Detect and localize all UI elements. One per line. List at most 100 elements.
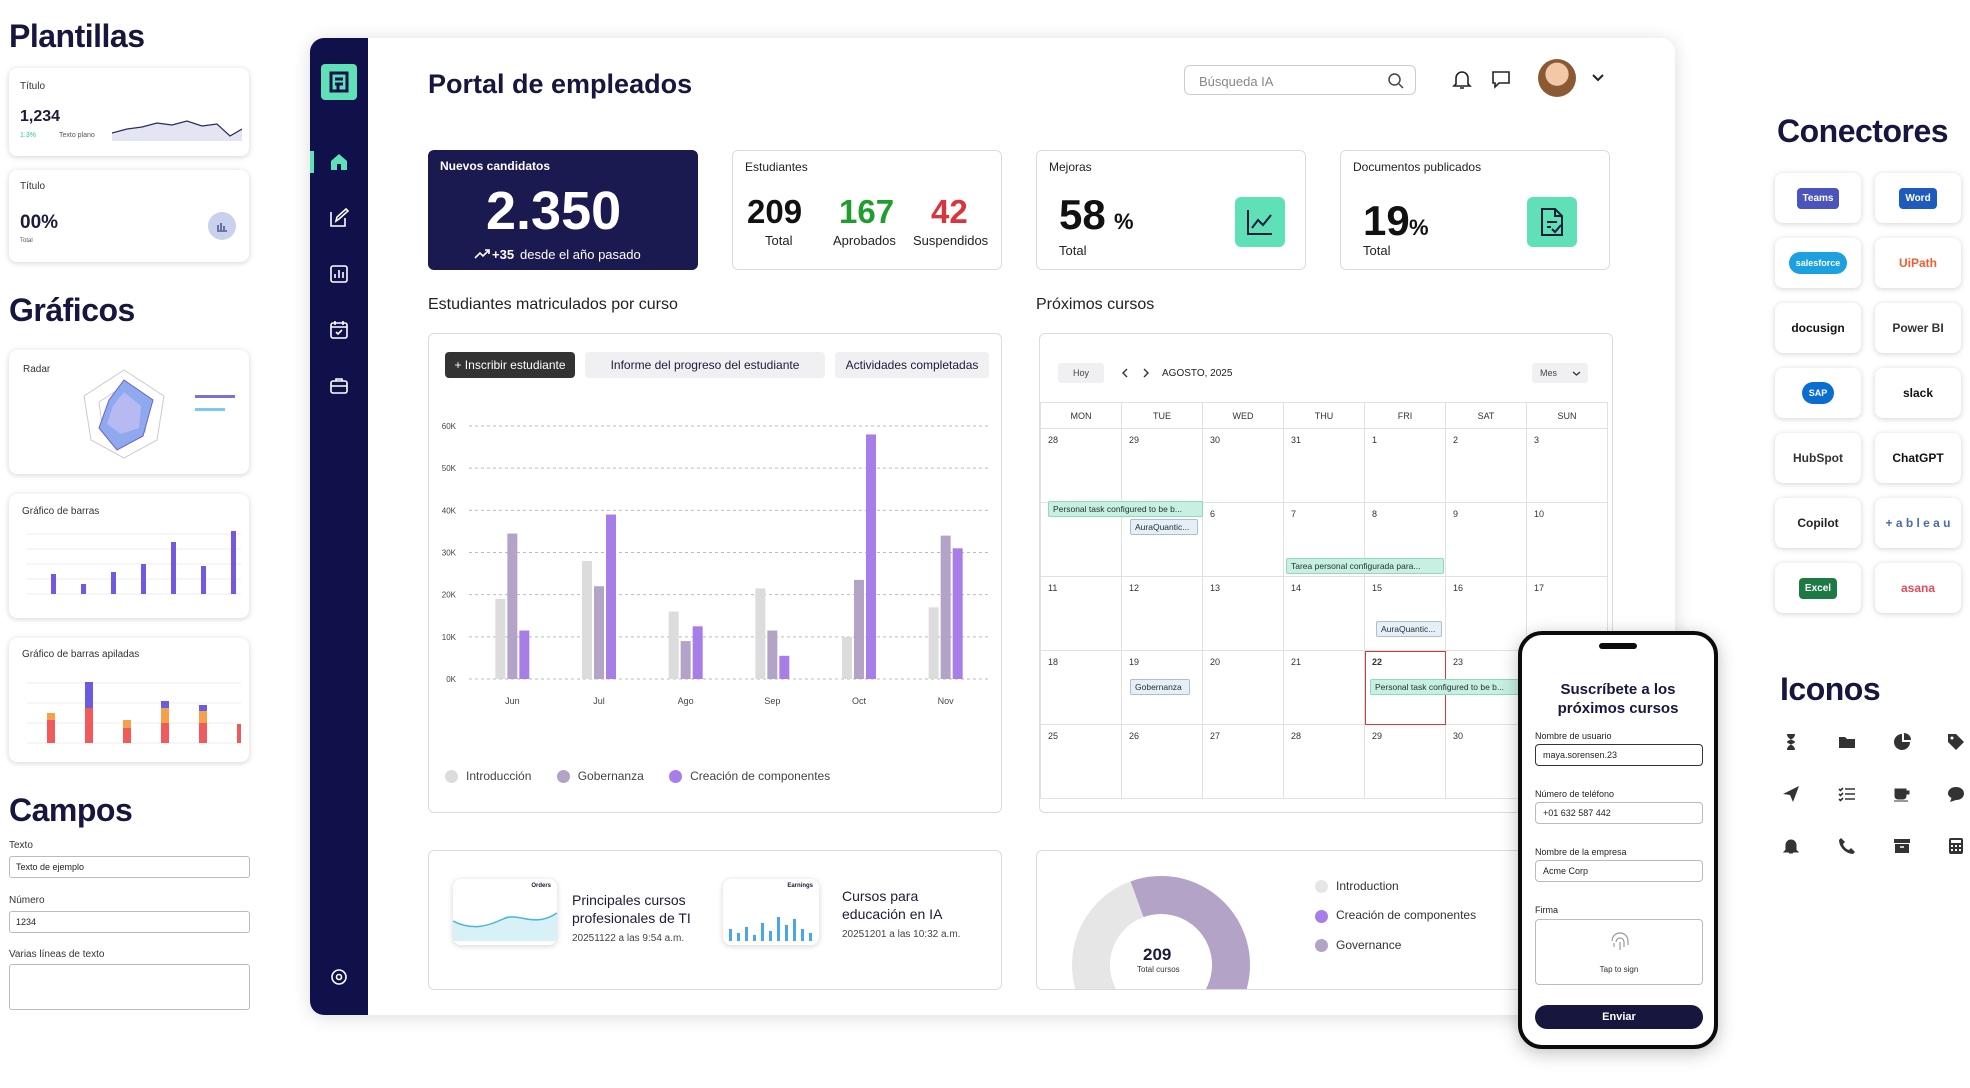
connector-chatgpt[interactable]: ChatGPT [1875, 433, 1961, 483]
edit-icon[interactable] [327, 206, 351, 230]
enroll-student-button[interactable]: + Inscribir estudiante [445, 352, 575, 378]
bar-jul-0[interactable] [582, 560, 592, 679]
connector-word[interactable]: Word [1875, 173, 1961, 223]
day-cell[interactable]: 1 [1364, 428, 1446, 503]
bar-nov-2[interactable] [952, 548, 963, 679]
bar-sep-0[interactable] [755, 588, 766, 679]
day-cell[interactable]: 18 [1040, 650, 1122, 725]
course-thumb-earnings[interactable]: Earnings [723, 879, 819, 945]
day-cell[interactable]: 28 [1283, 724, 1365, 799]
day-cell[interactable]: 6 [1202, 502, 1284, 577]
tab-completed-activities[interactable]: Actividades completadas [835, 352, 989, 378]
day-cell[interactable]: 15 [1364, 576, 1446, 651]
day-cell[interactable]: 2 [1445, 428, 1527, 503]
company-field[interactable]: Acme Corp [1535, 860, 1703, 882]
day-cell[interactable]: 26 [1121, 724, 1203, 799]
chevron-down-icon[interactable] [1590, 70, 1606, 86]
bar-oct-1[interactable] [854, 579, 864, 679]
chevron-right-icon[interactable] [1141, 368, 1151, 378]
course-title[interactable]: Principales cursos profesionales de TI [572, 892, 691, 926]
day-cell[interactable]: 29 [1121, 428, 1203, 503]
bar-jul-1[interactable] [594, 586, 604, 679]
chevron-left-icon[interactable] [1120, 368, 1130, 378]
connector-slack[interactable]: slack [1875, 368, 1961, 418]
course-title[interactable]: Cursos para educación en IA [842, 888, 943, 922]
bar-ago-1[interactable] [680, 641, 691, 679]
today-button[interactable]: Hoy [1058, 363, 1104, 383]
day-cell[interactable]: 16 [1445, 576, 1527, 651]
bar-sep-2[interactable] [779, 655, 790, 679]
connector-uipath[interactable]: UiPath [1875, 238, 1961, 288]
day-cell[interactable]: 11 [1040, 576, 1122, 651]
bar-chart-card[interactable]: Gráfico de barras [9, 494, 249, 618]
day-cell[interactable]: 9 [1445, 502, 1527, 577]
day-cell[interactable]: 27 [1202, 724, 1284, 799]
day-cell[interactable]: 12 [1121, 576, 1203, 651]
bar-oct-2[interactable] [866, 434, 876, 679]
view-select[interactable]: Mes [1532, 363, 1588, 383]
template-card-1[interactable]: Título 1,234 1.3% Texto plano [9, 68, 249, 156]
bar-nov-1[interactable] [940, 535, 951, 679]
notification-bell-icon[interactable] [1450, 67, 1474, 91]
bar-jun-0[interactable] [495, 598, 506, 679]
calendar-event[interactable]: Gobernanza [1130, 679, 1190, 695]
settings-icon[interactable] [327, 965, 351, 989]
bar-jul-2[interactable] [606, 514, 616, 679]
bar-jun-1[interactable] [507, 533, 518, 679]
day-cell[interactable]: 31 [1283, 428, 1365, 503]
course-thumb-orders[interactable]: Orders [453, 879, 557, 945]
connector-excel[interactable]: Excel [1775, 563, 1861, 613]
connector-teams[interactable]: Teams [1775, 173, 1861, 223]
day-cell[interactable]: 30 [1202, 428, 1284, 503]
day-cell[interactable]: 3 [1526, 428, 1608, 503]
stacked-bar-chart-card[interactable]: Gráfico de barras apiladas [9, 638, 249, 762]
report-icon[interactable] [327, 262, 351, 286]
day-cell[interactable]: 30 [1445, 724, 1527, 799]
connector-power-bi[interactable]: Power BI [1875, 303, 1961, 353]
bar-ago-2[interactable] [692, 626, 703, 679]
phone-number-field[interactable]: +01 632 587 442 [1535, 802, 1703, 824]
day-cell[interactable]: 14 [1283, 576, 1365, 651]
briefcase-icon[interactable] [327, 374, 351, 398]
bar-jun-2[interactable] [519, 630, 530, 679]
day-cell[interactable]: 21 [1283, 650, 1365, 725]
connector-hubspot[interactable]: HubSpot [1775, 433, 1861, 483]
search-icon[interactable] [1387, 72, 1405, 90]
calendar-event[interactable]: AuraQuantic... [1130, 519, 1198, 535]
day-cell[interactable]: 25 [1040, 724, 1122, 799]
connector-sap[interactable]: SAP [1775, 368, 1861, 418]
signature-pad[interactable]: Tap to sign [1535, 919, 1703, 985]
bar-ago-0[interactable] [668, 611, 679, 679]
calendar-event[interactable]: Personal task configured to be b... [1048, 501, 1203, 517]
calendar-event[interactable]: Tarea personal configurada para... [1286, 558, 1444, 574]
day-cell[interactable]: 29 [1364, 724, 1446, 799]
connector-docusign[interactable]: docusign [1775, 303, 1861, 353]
day-cell[interactable]: 10 [1526, 502, 1608, 577]
calendar-icon[interactable] [327, 318, 351, 342]
avatar[interactable] [1538, 59, 1576, 97]
bar-nov-0[interactable] [928, 607, 939, 679]
home-icon[interactable] [327, 150, 351, 174]
connector-a-b-l-e-a-u[interactable]: + a b l e a u [1875, 498, 1961, 548]
bar-sep-1[interactable] [767, 630, 778, 679]
number-field[interactable]: 1234 [9, 911, 250, 933]
search-input[interactable]: Búsqueda IA [1184, 65, 1416, 95]
connector-asana[interactable]: asana [1875, 563, 1961, 613]
day-cell[interactable]: 13 [1202, 576, 1284, 651]
bar-oct-0[interactable] [842, 636, 852, 679]
calendar-event[interactable]: Personal task configured to be b... [1370, 679, 1528, 695]
tab-progress-report[interactable]: Informe del progreso del estudiante [585, 352, 825, 378]
multiline-field[interactable] [9, 964, 250, 1010]
chat-icon[interactable] [1489, 67, 1513, 91]
kpi-label: Documentos publicados [1353, 160, 1482, 174]
radar-chart-card[interactable]: Radar [9, 350, 249, 474]
calendar-event[interactable]: AuraQuantic... [1376, 621, 1442, 637]
username-field[interactable]: maya.sorensen.23 [1535, 744, 1703, 766]
connector-salesforce[interactable]: salesforce [1775, 238, 1861, 288]
text-field[interactable]: Texto de ejemplo [9, 856, 250, 878]
template-card-2[interactable]: Título 00% Total [9, 170, 249, 262]
day-cell[interactable]: 28 [1040, 428, 1122, 503]
connector-copilot[interactable]: Copilot [1775, 498, 1861, 548]
submit-button[interactable]: Enviar [1535, 1005, 1703, 1029]
day-cell[interactable]: 20 [1202, 650, 1284, 725]
